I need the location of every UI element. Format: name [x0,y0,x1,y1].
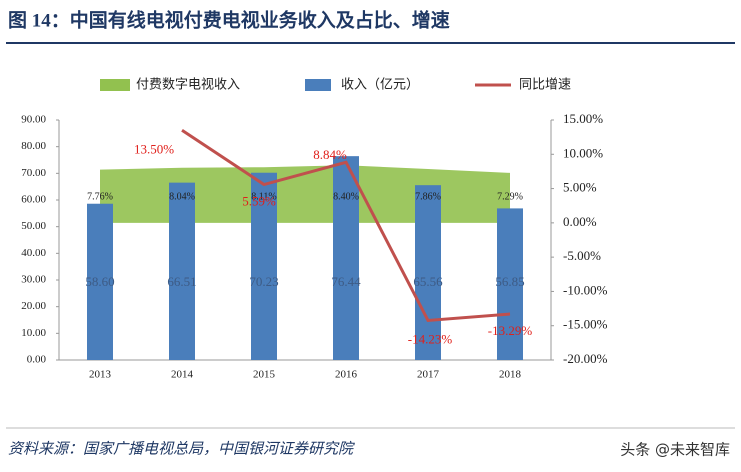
watermark: 头条 @未来智库 [620,441,730,459]
y2-tick-label: -10.00% [563,282,608,297]
legend-swatch [100,79,130,91]
area-label: 8.04% [169,191,195,202]
x-tick-label: 2018 [499,369,522,381]
legend-swatch [305,79,331,91]
bar [87,203,113,360]
y-tick-label: 80.00 [21,140,46,152]
line-label: -13.29% [488,323,533,338]
y-tick-label: 20.00 [21,300,46,312]
line-label: 13.50% [134,141,174,156]
line-label: 5.59% [242,194,276,209]
legend-label: 收入（亿元） [341,78,419,93]
line-label: 8.84% [313,147,347,162]
y2-tick-label: -15.00% [563,317,608,332]
x-tick-label: 2017 [417,369,440,381]
y2-tick-label: -5.00% [563,248,601,263]
bar-label: 66.51 [167,274,196,289]
y-tick-label: 50.00 [21,220,46,232]
y2-tick-label: 5.00% [563,180,597,195]
legend-label: 同比增速 [519,78,571,93]
y-tick-label: 10.00 [21,327,46,339]
y-tick-label: 0.00 [27,354,47,366]
line [181,129,511,323]
y2-tick-label: -20.00% [563,351,608,366]
area-label: 8.11% [251,191,276,202]
area-label: 8.40% [333,191,359,202]
bar [251,172,277,360]
x-tick-label: 2015 [253,369,276,381]
chart-title: 图 14：中国有线电视付费电视业务收入及占比、增速 [8,8,450,31]
bar-label: 76.44 [331,274,361,289]
bar [415,185,441,360]
legend-label: 付费数字电视收入 [136,78,240,93]
area-label: 7.86% [415,191,441,202]
area-label: 7.29% [497,191,523,202]
bar [169,182,195,360]
x-tick-label: 2013 [89,369,112,381]
line-label: -14.23% [408,331,453,346]
area [100,165,510,223]
bar [497,208,523,360]
y-tick-label: 40.00 [21,247,46,259]
bar-label: 65.56 [413,274,443,289]
area-label: 7.76% [87,191,113,202]
y2-tick-label: 10.00% [563,145,603,160]
y-tick-label: 70.00 [21,167,46,179]
y-tick-label: 90.00 [21,114,46,126]
x-tick-label: 2014 [171,369,194,381]
y-tick-label: 60.00 [21,194,46,206]
bar-label: 58.60 [85,274,114,289]
y2-tick-label: 0.00% [563,214,597,229]
bar-label: 70.23 [249,274,278,289]
y-tick-label: 30.00 [21,274,46,286]
bar [333,156,359,360]
bar-label: 56.85 [495,274,524,289]
x-tick-label: 2016 [335,369,358,381]
y2-tick-label: 15.00% [563,111,603,126]
source: 资料来源：国家广播电视总局，中国银河证券研究院 [8,440,355,457]
